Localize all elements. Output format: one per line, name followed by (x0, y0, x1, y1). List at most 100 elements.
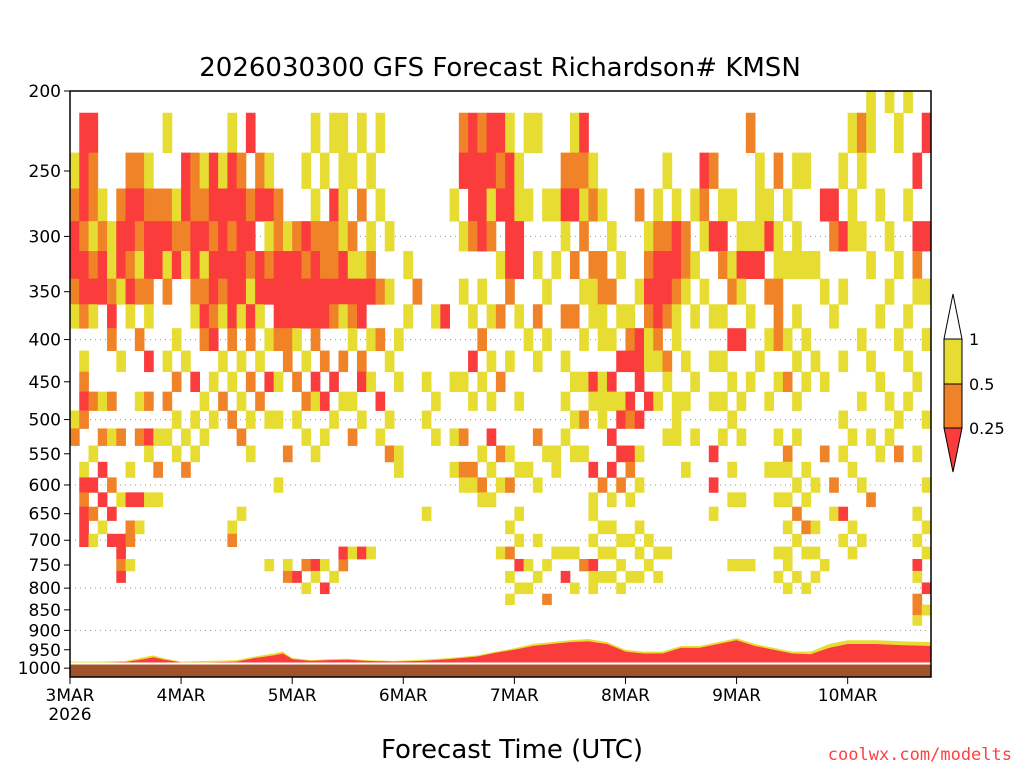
heatmap-cell (792, 533, 802, 547)
heatmap-cell (755, 152, 765, 189)
heatmap-cell (912, 278, 923, 305)
heatmap-cell (107, 304, 117, 329)
heatmap-cell (144, 350, 154, 373)
heatmap-cell (653, 278, 663, 305)
heatmap-cell (588, 251, 599, 280)
heatmap-cell (560, 428, 571, 446)
heatmap-cell (477, 492, 488, 508)
heatmap-cell (718, 391, 728, 411)
heatmap-cell (282, 251, 293, 280)
heatmap-cell (70, 428, 80, 446)
heatmap-cell (588, 558, 599, 572)
heatmap-cell (819, 445, 830, 463)
heatmap-cell (384, 350, 395, 373)
heatmap-cell (153, 461, 163, 478)
heatmap-cell (829, 221, 839, 252)
heatmap-cell (301, 558, 312, 572)
heatmap-cell (579, 112, 589, 154)
heatmap-cell (884, 91, 895, 114)
heatmap-cell (616, 533, 626, 547)
credit-link[interactable]: coolwx.com/modelts (828, 745, 1012, 765)
heatmap-cell (903, 350, 913, 373)
heatmap-cell (801, 461, 812, 478)
heatmap-cell (542, 593, 552, 605)
heatmap-cell (912, 570, 923, 583)
heatmap-cell (134, 328, 145, 351)
heatmap-cell (644, 278, 654, 305)
heatmap-cell (125, 533, 136, 547)
heatmap-cell (597, 304, 608, 329)
heatmap-cell (97, 492, 108, 508)
heatmap-cell (144, 188, 154, 222)
heatmap-cell (366, 152, 376, 189)
heatmap-cell (810, 546, 821, 560)
heatmap-cell (727, 188, 737, 222)
heatmap-cell (579, 221, 589, 252)
heatmap-cell (903, 91, 913, 114)
heatmap-cell (171, 221, 182, 252)
heatmap-cell (532, 304, 543, 329)
heatmap-cell (347, 152, 358, 189)
heatmap-cell (532, 350, 543, 373)
color-legend: 1 0.5 0.25 (943, 293, 1005, 473)
heatmap-cell (644, 221, 654, 252)
heatmap-cell (634, 350, 645, 373)
heatmap-cell (634, 410, 645, 429)
heatmap-cell (181, 152, 191, 189)
heatmap-cell (107, 278, 117, 305)
heatmap-cell (116, 428, 126, 446)
heatmap-cell (912, 371, 923, 393)
heatmap-cell (505, 112, 515, 154)
heatmap-cell (495, 477, 506, 493)
heatmap-cell (810, 477, 821, 493)
x-tick-label-5MAR: 5MAR (268, 686, 317, 706)
heatmap-cell (542, 328, 552, 351)
heatmap-cell (653, 570, 663, 583)
heatmap-cell (690, 428, 700, 446)
heatmap-cell (588, 278, 599, 305)
heatmap-cell (495, 112, 506, 154)
heatmap-cell (671, 251, 682, 280)
heatmap-cell (310, 570, 321, 583)
heatmap-cell (912, 445, 923, 463)
heatmap-cell (255, 152, 265, 189)
heatmap-cell (190, 188, 201, 222)
heatmap-cell (477, 477, 488, 493)
heatmap-cell (310, 558, 321, 572)
heatmap-cell (671, 391, 682, 411)
heatmap-cell (495, 152, 506, 189)
heatmap-cell (847, 221, 858, 252)
heatmap-cell (375, 112, 386, 154)
heatmap-cell (107, 391, 117, 411)
y-tick-label-550: 550 (29, 445, 61, 465)
heatmap-cell (616, 304, 626, 329)
heatmap-cell (514, 188, 525, 222)
heatmap-cell (171, 445, 182, 463)
heatmap-cell (107, 506, 117, 521)
heatmap-cell (653, 251, 663, 280)
heatmap-cell (338, 251, 349, 280)
heatmap-cell (634, 570, 645, 583)
heatmap-cell (606, 461, 617, 478)
heatmap-cell (542, 445, 552, 463)
heatmap-cell (644, 251, 654, 280)
heatmap-cell (347, 278, 358, 305)
heatmap-cell (208, 328, 219, 351)
heatmap-cell (292, 570, 302, 583)
heatmap-cell (97, 391, 108, 411)
heatmap-cell (708, 445, 719, 463)
heatmap-cell (782, 371, 793, 393)
heatmap-cell (634, 328, 645, 351)
heatmap-cell (227, 278, 238, 305)
heatmap-cell (486, 350, 497, 373)
heatmap-cell (681, 350, 691, 373)
heatmap-cell (514, 533, 525, 547)
heatmap-cell (153, 221, 163, 252)
heatmap-cell (514, 506, 525, 521)
heatmap-cell (236, 221, 247, 252)
heatmap-cell (579, 152, 589, 189)
heatmap-cell (921, 410, 932, 429)
heatmap-cell (801, 152, 812, 189)
heatmap-cell (634, 445, 645, 463)
heatmap-cell (255, 391, 265, 411)
